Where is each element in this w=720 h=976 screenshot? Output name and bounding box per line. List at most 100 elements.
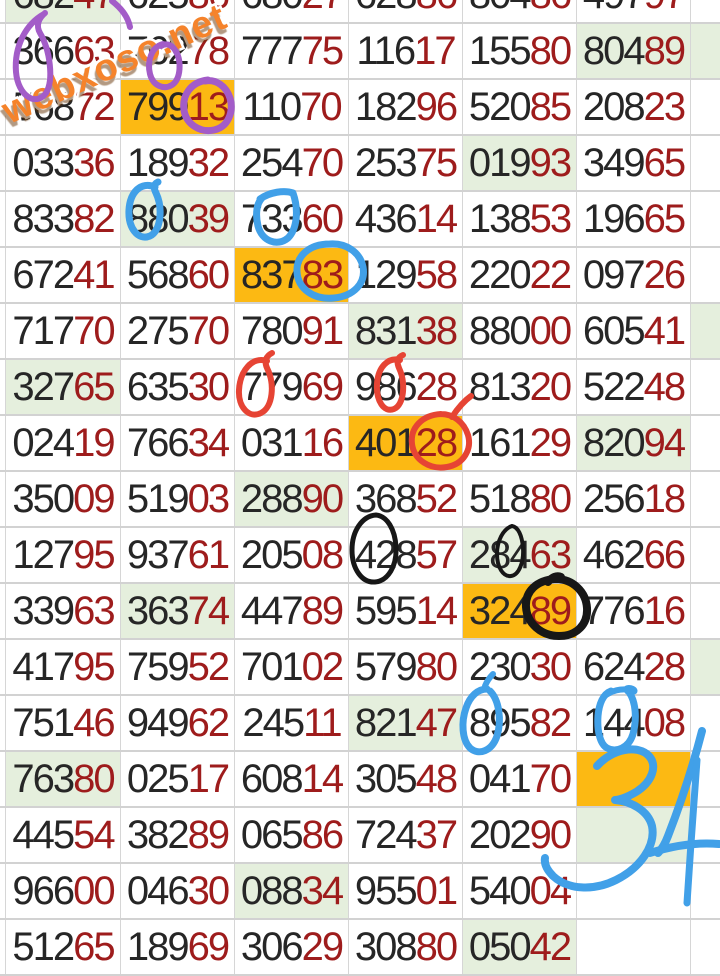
number-cell: 288 90 xyxy=(235,472,349,526)
digits-red: 78 xyxy=(187,28,230,73)
digits-red: 30 xyxy=(529,644,572,689)
digits-dark: 779 xyxy=(240,364,304,409)
row-strip-left xyxy=(0,584,6,638)
digits-dark: 161 xyxy=(468,420,532,465)
digits-dark: 025 xyxy=(126,756,190,801)
digits-dark: 368 xyxy=(354,476,418,521)
digits-dark: 116 xyxy=(356,28,416,73)
digits-dark: 024 xyxy=(12,420,75,465)
digits-red: 09 xyxy=(73,476,115,521)
digits-red: 04 xyxy=(529,868,572,913)
digits-red: 08 xyxy=(301,532,344,577)
row-strip-left xyxy=(0,80,6,134)
digits-red: 32 xyxy=(187,140,230,185)
number-cell: 520 85 xyxy=(463,80,577,134)
digits-red: 52 xyxy=(415,476,458,521)
row-strip-right xyxy=(691,416,720,470)
digits-dark: 833 xyxy=(12,196,75,241)
digits-red: 82 xyxy=(73,196,115,241)
row-strip-left xyxy=(0,696,6,750)
digits-dark: 138 xyxy=(468,196,532,241)
digits-dark: 284 xyxy=(468,532,532,577)
digits-dark: 327 xyxy=(12,364,75,409)
number-cell: 701 02 xyxy=(235,640,349,694)
digits-red: 30 xyxy=(187,364,230,409)
digits-red: 03 xyxy=(187,476,230,521)
number-cell: 363 74 xyxy=(121,584,235,638)
number-cell: 605 41 xyxy=(577,304,691,358)
digits-dark: 230 xyxy=(468,644,532,689)
number-cell: 880 00 xyxy=(463,304,577,358)
digits-dark: 196 xyxy=(582,196,646,241)
digits-dark: 110 xyxy=(242,84,302,129)
digits-red: 62 xyxy=(187,700,230,745)
number-cell: 284 63 xyxy=(463,528,577,582)
row-strip-left xyxy=(0,808,6,862)
number-cell: 445 54 xyxy=(6,808,121,862)
row-strip-right xyxy=(691,304,720,358)
digits-dark: 349 xyxy=(582,140,646,185)
digits-dark: 445 xyxy=(12,812,75,857)
digits-red: 80 xyxy=(73,756,115,801)
digits-dark: 733 xyxy=(240,196,304,241)
digits-dark: 780 xyxy=(240,308,304,353)
digits-dark: 497 xyxy=(583,0,646,18)
number-cell: 208 23 xyxy=(577,80,691,134)
digits-red: 28 xyxy=(415,364,458,409)
digits-red: 89 xyxy=(301,588,344,633)
number-cell: 820 94 xyxy=(577,416,691,470)
number-cell: 349 65 xyxy=(577,136,691,190)
digits-red: 26 xyxy=(643,252,686,297)
number-cell: 759 52 xyxy=(121,640,235,694)
digits-dark: 625 xyxy=(127,0,190,18)
digits-dark: 041 xyxy=(468,756,532,801)
row-strip-left xyxy=(0,472,6,526)
digits-red: 80 xyxy=(415,644,458,689)
number-cell: 813 20 xyxy=(463,360,577,414)
number-cell: 568 60 xyxy=(121,248,235,302)
digits-red: 19 xyxy=(73,420,115,465)
digits-dark: 288 xyxy=(240,476,304,521)
digits-dark: 254 xyxy=(240,140,304,185)
number-cell: 937 61 xyxy=(121,528,235,582)
number-cell: 80486 xyxy=(463,0,577,22)
number-cell: 966 00 xyxy=(6,864,121,918)
number-cell: 254 70 xyxy=(235,136,349,190)
digits-red: 95 xyxy=(73,644,115,689)
digits-red: 70 xyxy=(300,84,342,129)
digits-dark: 088 xyxy=(240,868,304,913)
table-row: 833 82 880 39 733 60 436 14 138 53 196 65 xyxy=(0,192,720,248)
number-cell: 462 66 xyxy=(577,528,691,582)
number-cell: 579 80 xyxy=(349,640,463,694)
digits-dark: 579 xyxy=(354,644,418,689)
digits-red: 70 xyxy=(73,308,115,353)
number-cell: 024 19 xyxy=(6,416,121,470)
number-cell: 595 14 xyxy=(349,584,463,638)
number-cell: 518 80 xyxy=(463,472,577,526)
digits-red: 14 xyxy=(415,196,458,241)
row-strip-right xyxy=(691,640,720,694)
digits-red: 39 xyxy=(187,196,230,241)
digits-red: 20 xyxy=(529,364,572,409)
digits-red: 93 xyxy=(529,140,572,185)
number-cell: 776 16 xyxy=(577,584,691,638)
digits-dark: 031 xyxy=(240,420,304,465)
table-row: 339 63 363 74 447 89 595 14 324 89 776 16 xyxy=(0,584,720,640)
digits-red: 82 xyxy=(529,700,572,745)
number-cell: 046 30 xyxy=(121,864,235,918)
number-cell: 019 93 xyxy=(463,136,577,190)
digits-dark: 205 xyxy=(240,532,304,577)
table-row: 024 19 766 34 031 16 401 28 161 29 820 94 xyxy=(0,416,720,472)
number-cell xyxy=(577,864,691,918)
number-cell: 724 37 xyxy=(349,808,463,862)
number-cell: 880 39 xyxy=(121,192,235,246)
digits-red: 16 xyxy=(643,588,686,633)
number-cell: 050 42 xyxy=(463,920,577,974)
digits-dark: 966 xyxy=(12,868,75,913)
number-cell: 189 69 xyxy=(121,920,235,974)
number-cell: 608 14 xyxy=(235,752,349,806)
digits-red: 13 xyxy=(187,84,230,129)
digits-red: 48 xyxy=(415,756,458,801)
number-cell: 327 65 xyxy=(6,360,121,414)
